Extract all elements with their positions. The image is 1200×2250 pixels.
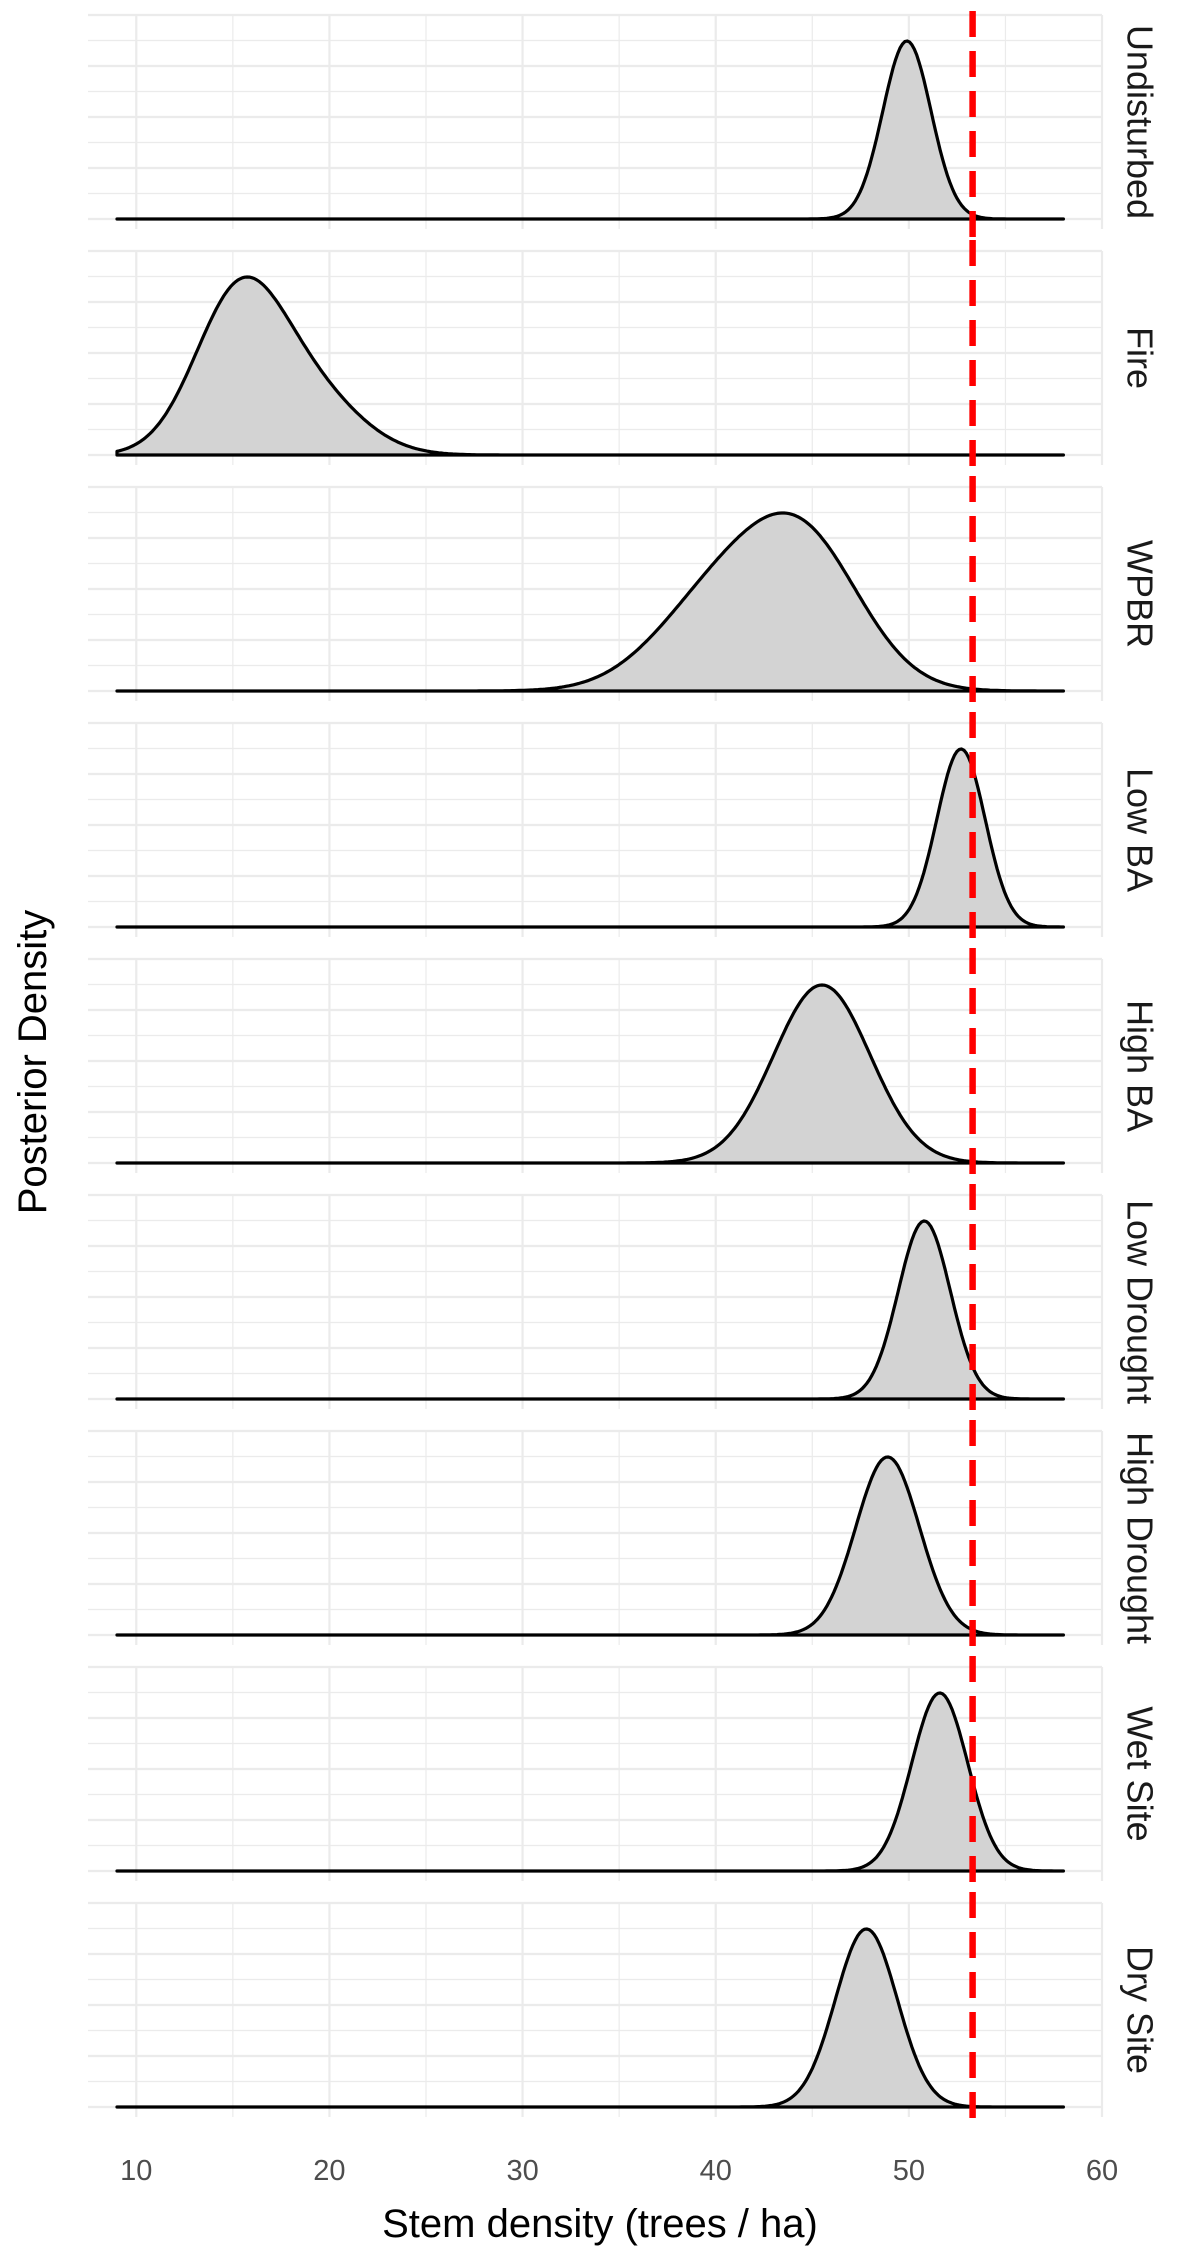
strip-label-low-drought: Low Drought: [1120, 1200, 1161, 1404]
strip-label-fire: Fire: [1120, 327, 1161, 389]
density-curve-fire: [115, 275, 1065, 457]
density-curve-wet-site: [115, 1691, 1065, 1873]
x-tick-label: 30: [506, 2155, 538, 2187]
strip-label-low-ba: Low BA: [1120, 768, 1161, 892]
strip-label-dry-site: Dry Site: [1120, 1946, 1161, 2074]
x-tick-label: 10: [120, 2155, 152, 2187]
panel-high-drought: High Drought: [88, 1420, 1161, 1656]
panel-fire: Fire: [88, 240, 1161, 476]
strip-label-high-drought: High Drought: [1120, 1432, 1161, 1644]
strip-label-high-ba: High BA: [1120, 1000, 1161, 1132]
y-axis-title: Posterior Density: [11, 910, 55, 1215]
density-curve-low-drought: [115, 1219, 1065, 1401]
density-curve-undisturbed: [115, 39, 1065, 221]
density-curve-high-drought: [115, 1455, 1065, 1637]
x-axis-ticks: 10 20 30 40 50 60: [120, 2155, 1118, 2187]
strip-label-wpbr: WPBR: [1120, 540, 1161, 648]
x-tick-label: 60: [1086, 2155, 1118, 2187]
panel-low-drought: Low Drought: [88, 1184, 1161, 1420]
x-tick-label: 50: [893, 2155, 925, 2187]
panel-high-ba: High BA: [88, 948, 1161, 1184]
strip-label-undisturbed: Undisturbed: [1120, 25, 1161, 219]
density-curve-wpbr: [115, 511, 1065, 693]
panel-low-ba: Low BA: [88, 712, 1161, 948]
density-curve-high-ba: [115, 983, 1065, 1165]
panel-dry-site: Dry Site: [88, 1892, 1161, 2121]
density-curve-dry-site: [115, 1927, 1065, 2109]
panel-wpbr: WPBR: [88, 476, 1161, 712]
panel-wet-site: Wet Site: [88, 1656, 1161, 1892]
x-tick-label: 40: [700, 2155, 732, 2187]
density-curve-low-ba: [115, 747, 1065, 929]
facet-panels: Undisturbed Fire WPBR Low BA High BA Low Drou…: [88, 11, 1161, 2121]
strip-label-wet-site: Wet Site: [1120, 1706, 1161, 1841]
x-tick-label: 20: [313, 2155, 345, 2187]
x-axis-title: Stem density (trees / ha): [382, 2202, 818, 2246]
panel-undisturbed: Undisturbed: [88, 11, 1161, 240]
